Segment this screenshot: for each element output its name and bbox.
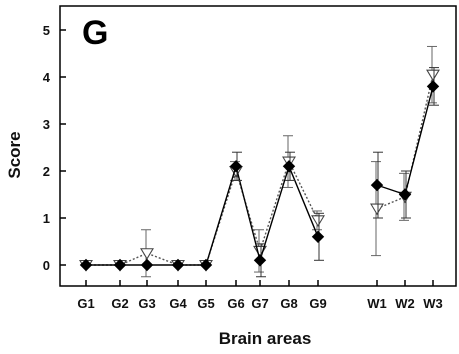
x-axis-label: Brain areas (219, 329, 312, 348)
series-0-point-G9 (311, 230, 325, 244)
series-1-point-G3 (140, 248, 154, 260)
x-tick-label-G7: G7 (251, 296, 268, 311)
series-0-point-G8 (282, 160, 296, 173)
series-0-point-G6 (229, 160, 243, 173)
series-0-point-G1 (79, 258, 93, 272)
series-layer (79, 45, 440, 278)
plot-frame (59, 5, 457, 287)
x-tick-label-W2: W2 (395, 296, 415, 311)
y-tick-label-5: 5 (43, 23, 50, 38)
series-0-point-W2 (398, 188, 412, 201)
x-tick-label-W1: W1 (367, 296, 387, 311)
x-tick-label-G6: G6 (227, 296, 244, 311)
x-tick-label-G9: G9 (309, 296, 326, 311)
y-tick-label-3: 3 (43, 117, 50, 132)
series-0-point-G2 (113, 258, 127, 272)
x-tick-label-G8: G8 (280, 296, 297, 311)
y-tick-label-1: 1 (43, 211, 50, 226)
series-1-line-group-0 (86, 159, 319, 266)
series-1-point-W1 (370, 203, 384, 216)
series-0-line-group-1 (376, 86, 434, 196)
series-0-point-G7 (253, 254, 267, 267)
x-tick-label-G3: G3 (138, 296, 155, 311)
series-0-point-G3 (140, 258, 154, 272)
x-tick-label-G1: G1 (77, 296, 94, 311)
series-0-point-W3 (426, 80, 440, 93)
axes: 0 1 2 3 4 5 G1 G2 G3 G4 G5 G6 G7 G8 G9 W1 W2 W3 (43, 5, 457, 311)
series-0-point-G5 (199, 258, 213, 272)
y-tick-label-0: 0 (43, 258, 50, 273)
series-1-point-G9 (311, 215, 325, 227)
panel-letter: G (82, 14, 108, 52)
x-tick-label-G5: G5 (197, 296, 214, 311)
series-0-point-G4 (171, 258, 185, 272)
x-tick-label-G2: G2 (111, 296, 128, 311)
y-axis-label: Score (5, 131, 24, 178)
x-tick-label-W3: W3 (423, 296, 443, 311)
series-1-line-group-1 (376, 74, 434, 210)
series-1-point-W3 (426, 69, 440, 82)
y-tick-label-2: 2 (43, 164, 50, 179)
x-tick-label-G4: G4 (169, 296, 187, 311)
y-tick-label-4: 4 (43, 70, 51, 85)
series-0-point-W1 (370, 178, 384, 192)
